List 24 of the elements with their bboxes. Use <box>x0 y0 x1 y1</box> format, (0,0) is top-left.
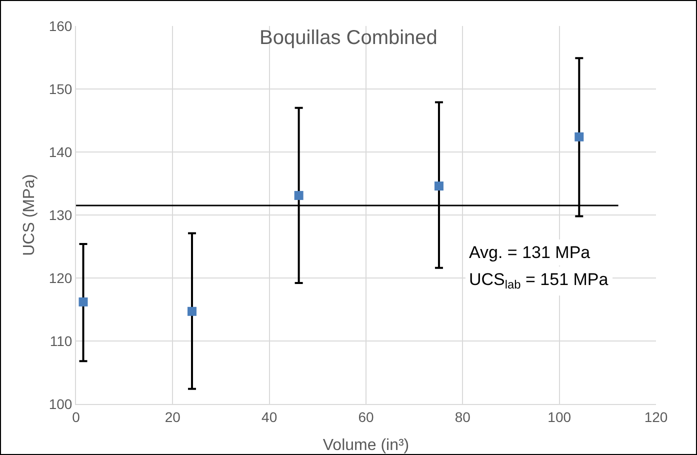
y-tick-label: 110 <box>50 332 72 349</box>
annotation: Avg. = 131 MPa <box>469 243 591 262</box>
y-axis-title: UCS (MPa) <box>21 174 38 256</box>
y-tick-label: 100 <box>48 396 72 412</box>
point <box>294 190 304 200</box>
x-tick-label: 0 <box>72 408 80 425</box>
point <box>434 182 444 191</box>
y-tick-label: 120 <box>48 270 72 286</box>
x-tick-label: 80 <box>454 408 471 425</box>
point <box>78 297 88 306</box>
annotation: UCS$_{lab}$ = 151 MPa <box>469 270 609 292</box>
x-axis-title: Volume (in³) <box>322 437 410 454</box>
x-tick-label: 120 <box>644 408 668 425</box>
y-tick-label: 160 <box>48 18 72 34</box>
point <box>574 132 584 142</box>
x-tick-label: 20 <box>164 408 181 425</box>
y-tick-label: 140 <box>48 144 72 160</box>
point <box>188 306 196 316</box>
y-tick-label: 150 <box>48 80 72 97</box>
chart-title: Boquillas Combined <box>260 27 438 50</box>
y-tick-label: 130 <box>48 206 72 223</box>
x-tick-label: 60 <box>358 408 374 425</box>
x-tick-label: 40 <box>262 408 278 425</box>
x-tick-label: 100 <box>548 408 572 425</box>
